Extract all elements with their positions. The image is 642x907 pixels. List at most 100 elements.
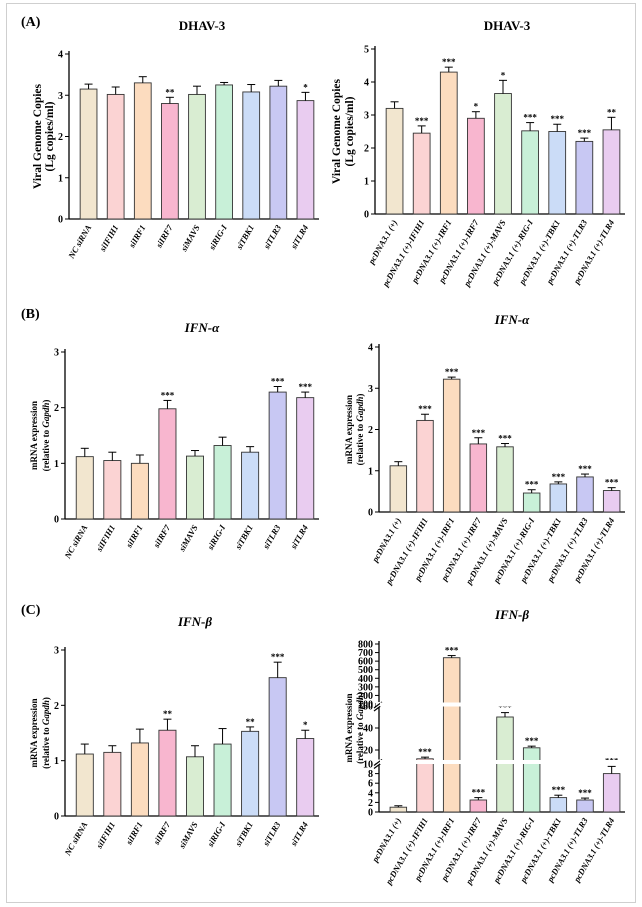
bar — [496, 446, 514, 513]
bar — [103, 460, 122, 520]
bar — [296, 738, 315, 817]
significance-label: *** — [552, 472, 566, 482]
y-tick-label: 500 — [358, 665, 373, 676]
category-label: siRIG-I — [205, 819, 228, 849]
y-tick-label: 1 — [368, 466, 373, 477]
significance-label: *** — [298, 382, 312, 392]
bar — [75, 753, 94, 817]
chart-c-right: IFN-β mRNA expression (relative to Gapdh) 0… — [344, 607, 626, 887]
category-label: siIRF1 — [123, 523, 144, 550]
significance-label: ** — [607, 107, 617, 117]
significance-label: *** — [418, 404, 432, 414]
significance-label: *** — [472, 428, 486, 438]
bar — [416, 419, 434, 513]
bar — [186, 455, 204, 520]
y-tick-label: 200 — [358, 691, 373, 702]
category-label: siIFIH1 — [93, 523, 117, 554]
significance-label: *** — [525, 480, 539, 490]
y-tick-label: 4 — [364, 78, 369, 89]
bar — [442, 378, 461, 513]
y-axis-label: mRNA expression — [344, 395, 354, 464]
y-tick-label: 2 — [54, 701, 59, 712]
y-tick-label: 0 — [364, 210, 369, 221]
chart-b-right: IFN-α mRNA expression (relative to Gapdh) 0… — [344, 312, 625, 587]
bar — [602, 129, 621, 215]
bar — [106, 93, 125, 220]
y-tick-label: 3 — [54, 348, 59, 359]
significance-label: *** — [445, 367, 459, 377]
bar — [602, 773, 621, 813]
y-tick-label: 1 — [54, 756, 59, 767]
significance-label: *** — [550, 114, 564, 124]
bar — [158, 408, 177, 520]
bar — [133, 82, 152, 220]
y-tick-label: 3 — [54, 646, 59, 657]
y-tick-label: 2 — [58, 132, 63, 143]
y-tick-label: 0 — [368, 508, 373, 519]
significance-label: *** — [525, 736, 539, 746]
bar — [575, 140, 594, 215]
y-tick-label: 8 — [368, 769, 373, 780]
y-tick-label: 1 — [54, 459, 59, 470]
bar — [494, 93, 512, 215]
category-label: NC siRNA — [66, 223, 94, 261]
bar — [576, 799, 594, 813]
category-label: siIRF7 — [151, 522, 173, 550]
bar — [242, 91, 261, 220]
bar — [268, 677, 287, 817]
chart-title: IFN-α — [494, 312, 530, 327]
significance-label: *** — [498, 434, 512, 444]
significance-label: * — [501, 70, 506, 80]
bar — [549, 797, 568, 813]
y-axis-sublabel: (Lg copies/ml) — [344, 96, 356, 166]
bar — [75, 456, 94, 520]
category-label: siTLR3 — [260, 522, 283, 551]
significance-label: *** — [523, 113, 537, 123]
y-tick-label: 3 — [364, 111, 369, 122]
bar — [469, 799, 488, 813]
category-label: siMAVS — [176, 523, 200, 554]
y-tick-label: 600 — [358, 657, 373, 668]
category-label: siTLR4 — [288, 223, 310, 251]
y-tick-label: 10 — [363, 760, 373, 771]
significance-label: *** — [578, 788, 592, 798]
bar — [521, 130, 539, 215]
axis-break-band — [380, 702, 626, 707]
y-tick-label: 1 — [364, 177, 369, 188]
category-label: siRIG-I — [206, 222, 229, 252]
category-label: siMAVS — [176, 820, 200, 851]
figure-frame: (A) DHAV-3 Viral Genome Copies (Lg copies/m… — [6, 3, 636, 903]
significance-label: *** — [271, 377, 285, 387]
significance-label: *** — [271, 652, 285, 662]
y-tick-label: 0 — [54, 812, 59, 823]
y-tick-label: 300 — [358, 682, 373, 693]
panel-label: (B) — [21, 307, 40, 322]
significance-label: *** — [578, 128, 592, 138]
category-label: NC siRNA — [62, 820, 90, 858]
y-tick-label: 400 — [358, 674, 373, 685]
chart-title: IFN-β — [177, 614, 212, 629]
bar — [296, 100, 315, 220]
significance-label: *** — [552, 785, 566, 795]
bar — [241, 730, 260, 817]
panel-label: (C) — [21, 603, 41, 618]
bar — [469, 443, 488, 513]
category-label: siTLR3 — [261, 222, 284, 251]
category-label: siTBK1 — [234, 223, 256, 252]
bar — [186, 756, 204, 817]
category-label: siTBK1 — [232, 820, 254, 849]
significance-label: *** — [472, 788, 486, 798]
category-label: NC siRNA — [62, 523, 90, 561]
significance-label: *** — [605, 478, 619, 488]
bar — [576, 476, 594, 513]
y-tick-label: 4 — [368, 343, 373, 354]
category-label: siIRF1 — [126, 223, 147, 250]
chart-c-left: (C) IFN-β mRNA expression (relative to Gapd… — [21, 603, 319, 858]
y-tick-label: 800 — [358, 640, 373, 651]
chart-title: IFN-α — [184, 320, 220, 335]
bar — [213, 743, 232, 817]
y-axis-sublabel: (Lg copies/ml) — [44, 101, 56, 171]
chart-a-left: (A) DHAV-3 Viral Genome Copies (Lg copies/m… — [21, 15, 319, 261]
y-tick-label: 3 — [58, 91, 63, 102]
y-axis-label: mRNA expression — [29, 698, 39, 767]
